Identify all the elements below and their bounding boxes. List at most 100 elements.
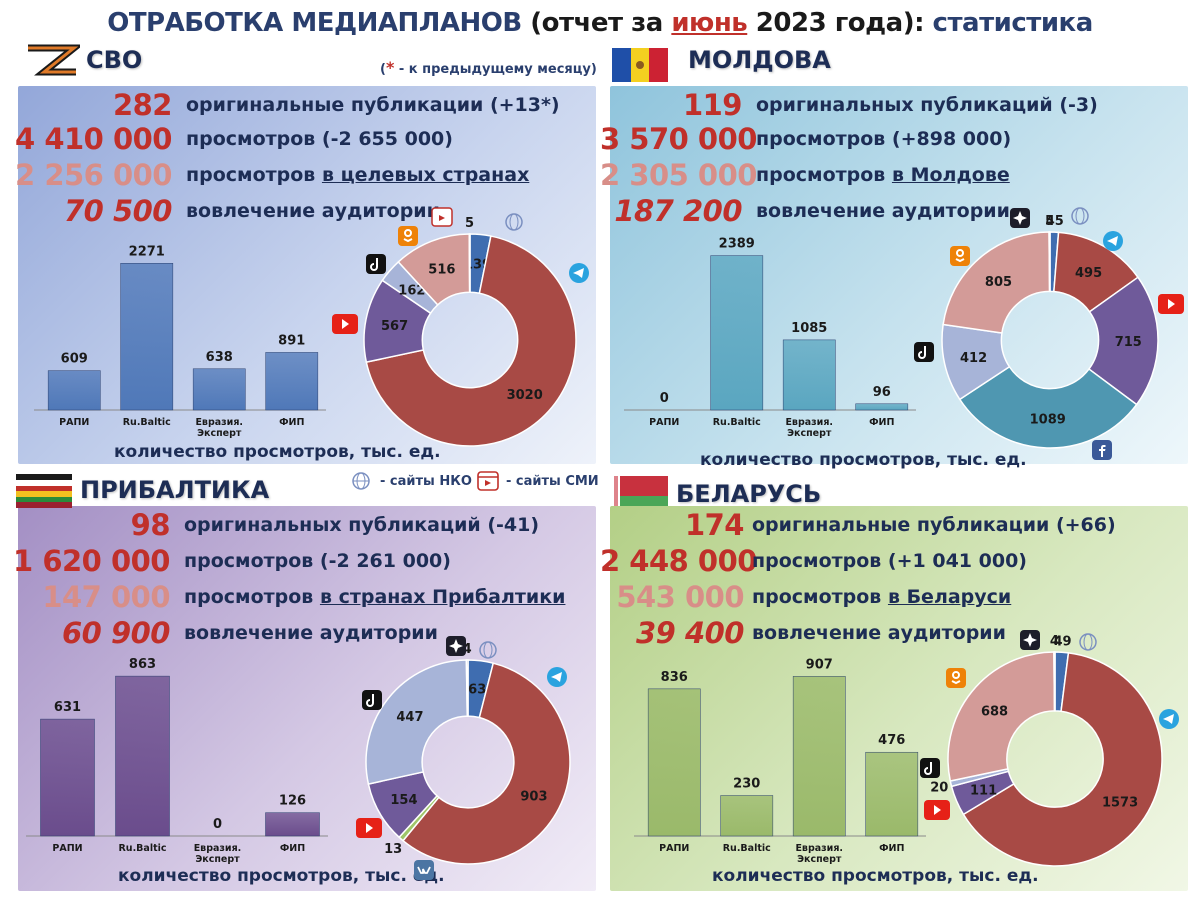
category-tick-label: Евразия. (195, 417, 243, 428)
bar-chart-belarus: 836 РАПИ 230 Ru.Baltic 907 Евразия.Эксперт 476… (634, 657, 926, 865)
bar-value-label: 1085 (791, 321, 827, 336)
stat-label-pre: просмотров (186, 164, 322, 186)
globe-www-icon (479, 641, 497, 659)
star-app-icon (446, 636, 466, 656)
tiktok-icon (914, 342, 934, 362)
stat-row: 98 оригинальных публикаций (-41) (0, 508, 539, 542)
stat-number: 174 (684, 508, 745, 542)
bar-value-label: 126 (279, 794, 306, 809)
donut-value-label: 412 (960, 351, 987, 366)
category-tick-label: РАПИ (52, 843, 82, 854)
stat-label: просмотров (-2 261 000) (184, 550, 451, 572)
stat-label: просмотров в странах Прибалтики (184, 586, 565, 608)
stat-label-pre: просмотров (184, 586, 320, 608)
footer-label-belarus: количество просмотров, тыс. ед. (712, 866, 1039, 886)
stat-row: 39 400 вовлечение аудитории (600, 616, 1006, 650)
stat-label: просмотров в Молдове (756, 164, 1010, 186)
donut-value-label: 162 (398, 284, 425, 299)
note-star: * (385, 58, 395, 77)
donut-value-label: 154 (390, 793, 417, 808)
category-tick-label: Ru.Baltic (118, 843, 166, 854)
odnoklassniki-icon (950, 246, 970, 266)
page-title: ОТРАБОТКА МЕДИАПЛАНОВ (отчет за июнь 202… (0, 8, 1200, 38)
globe-www-icon (1079, 633, 1097, 651)
category-tick-label: Эксперт (797, 854, 842, 865)
donut-value-label: 495 (1075, 266, 1102, 281)
bar (115, 675, 170, 837)
donut-value-label: 5 (465, 216, 474, 231)
bar (855, 403, 909, 411)
bar-chart-moldova: 0 РАПИ 2389 Ru.Baltic 1085 Евразия.Эксперт 96 Ф… (624, 237, 916, 439)
odnoklassniki-icon (946, 668, 966, 688)
youtube-icon (1158, 294, 1184, 314)
stat-row: 1 620 000 просмотров (-2 261 000) (0, 544, 451, 578)
youtube-icon (332, 314, 358, 334)
donut-chart-moldova: 45 495 715 1089 412 805 5 (941, 214, 1159, 449)
bar-value-label: 230 (733, 777, 760, 792)
stat-label: оригинальные публикации (+66) (752, 514, 1116, 536)
legend-smi: - сайты СМИ (476, 470, 599, 492)
bar (720, 795, 774, 837)
bar (710, 255, 764, 411)
stat-row: 2 256 000 просмотров в целевых странах (0, 158, 529, 192)
donut-value-label: 1573 (1102, 795, 1138, 810)
globe-www-icon (1071, 207, 1089, 225)
star-app-icon (1020, 630, 1040, 650)
stat-label: вовлечение аудитории (756, 200, 1010, 222)
title-part3: 2023 года): (747, 8, 933, 38)
footer-label-moldova: количество просмотров, тыс. ед. (700, 450, 1027, 470)
donut-slice-vk (365, 235, 577, 447)
category-tick-label: РАПИ (649, 417, 679, 428)
bar-chart-svo: 609 РАПИ 2271 Ru.Baltic 638 Евразия.Эксперт 89… (34, 244, 326, 439)
stat-label-underlined: в целевых странах (321, 164, 530, 186)
donut-chart-baltics: 63 903 13 154 447 4 (365, 642, 571, 865)
bar (865, 751, 919, 837)
media-site-icon (477, 471, 499, 491)
facebook-icon (1092, 440, 1112, 460)
stat-number: 147 000 (42, 580, 170, 614)
bar-value-label: 96 (873, 385, 891, 400)
odnoklassniki-icon (398, 226, 418, 246)
telegram-icon (1159, 709, 1179, 729)
stat-number: 2 256 000 (15, 158, 172, 192)
bar-value-label: 863 (129, 657, 156, 672)
tiktok-icon (366, 254, 386, 274)
bar (265, 812, 320, 837)
stat-number: 2 448 000 (600, 544, 757, 578)
category-tick-label: Эксперт (195, 854, 240, 865)
category-tick-label: РАПИ (59, 417, 89, 428)
bar-value-label: 907 (806, 657, 833, 672)
category-tick-label: Ru.Baltic (723, 843, 771, 854)
bar (647, 688, 701, 837)
donut-value-label: 447 (396, 710, 423, 725)
tiktok-icon (920, 758, 940, 778)
globe-www-icon (505, 213, 523, 231)
title-part4: статистика (932, 8, 1094, 38)
stat-row: 2 448 000 просмотров (+1 041 000) (600, 544, 1027, 578)
category-tick-label: ФИП (279, 417, 304, 428)
bar (120, 263, 174, 411)
stat-number: 98 (130, 508, 171, 542)
region-title-belarus: БЕЛАРУСЬ (676, 480, 822, 508)
telegram-icon (569, 263, 589, 283)
donut-slice-odnoklassniki (947, 651, 1056, 782)
bar-value-label: 2389 (719, 237, 755, 252)
stat-label-underlined: в Беларуси (887, 586, 1012, 608)
stat-label: оригинальных публикаций (-41) (184, 514, 540, 536)
donut-value-label: 45 (1046, 214, 1064, 229)
donut-value-label: 13 (384, 842, 402, 857)
bar-chart-baltics: 631 РАПИ 863 Ru.Baltic 0 Евразия.Эксперт 126 ФИ… (26, 657, 328, 865)
baltic-flags-icon (16, 474, 72, 508)
stat-number: 60 900 (62, 616, 171, 650)
stat-label: вовлечение аудитории (184, 622, 438, 644)
category-tick-label: Эксперт (197, 428, 242, 439)
bar (192, 368, 246, 411)
category-tick-label: РАПИ (659, 843, 689, 854)
media-site-icon (431, 207, 453, 227)
stat-number: 2 305 000 (600, 158, 757, 192)
stat-row: 3 570 000 просмотров (+898 000) (600, 122, 1011, 156)
donut-value-label: 5 (1045, 214, 1054, 229)
stat-number: 70 500 (64, 194, 173, 228)
region-title-svo: СВО (86, 46, 143, 74)
